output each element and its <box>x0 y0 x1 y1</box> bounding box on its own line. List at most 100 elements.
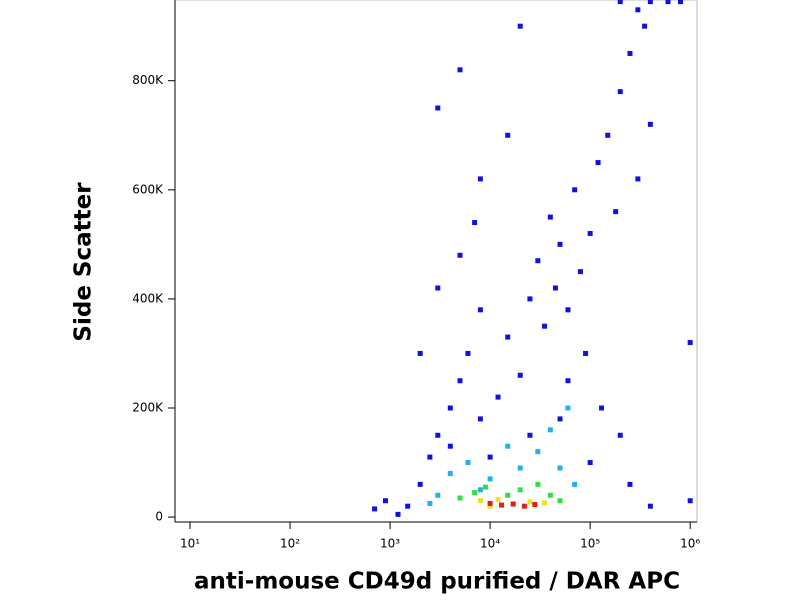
data-point <box>487 503 493 509</box>
data-point <box>547 492 553 498</box>
data-point <box>635 7 641 13</box>
data-point <box>547 427 553 433</box>
data-point <box>477 498 483 504</box>
data-point <box>572 481 578 487</box>
data-point <box>617 432 623 438</box>
x-tick-label: 10⁵ <box>580 537 600 551</box>
data-point <box>557 498 563 504</box>
x-axis-title: anti-mouse CD49d purified / DAR APC <box>194 569 680 595</box>
data-point <box>457 252 463 258</box>
data-point <box>535 449 541 455</box>
data-point <box>457 378 463 384</box>
data-point <box>505 443 511 449</box>
data-point <box>547 214 553 220</box>
data-point <box>617 89 623 95</box>
data-point <box>665 0 671 5</box>
data-point <box>435 432 441 438</box>
y-tick-label: 400K <box>132 291 164 305</box>
data-point <box>465 350 471 356</box>
data-point <box>527 296 533 302</box>
data-point <box>427 454 433 460</box>
data-point <box>435 285 441 291</box>
data-point <box>552 285 558 291</box>
data-point <box>517 465 523 471</box>
data-point <box>535 481 541 487</box>
data-point <box>495 394 501 400</box>
data-point <box>557 416 563 422</box>
data-point <box>565 307 571 313</box>
data-point <box>647 0 653 5</box>
data-point <box>472 220 478 226</box>
data-point <box>687 340 693 346</box>
x-tick-label: 10² <box>280 537 300 551</box>
y-tick-label: 800K <box>132 73 164 87</box>
data-point <box>372 506 378 512</box>
y-tick-label: 600K <box>132 182 164 196</box>
data-point <box>577 269 583 275</box>
data-point <box>617 0 623 5</box>
data-point <box>457 67 463 73</box>
data-point <box>642 23 648 29</box>
data-point <box>687 498 693 504</box>
data-point <box>557 465 563 471</box>
data-point <box>542 323 548 329</box>
data-point <box>510 501 516 507</box>
data-point <box>477 307 483 313</box>
data-point <box>499 502 505 508</box>
data-point <box>599 405 605 411</box>
data-point <box>487 454 493 460</box>
data-point <box>587 460 593 466</box>
data-point <box>613 209 619 215</box>
data-point <box>505 334 511 340</box>
data-point <box>487 476 493 482</box>
data-point <box>477 176 483 182</box>
x-tick-label: 10¹ <box>180 537 200 551</box>
data-point <box>395 511 401 517</box>
data-point <box>487 500 493 506</box>
data-point <box>505 492 511 498</box>
data-point <box>595 160 601 166</box>
data-point <box>472 490 478 496</box>
data-point <box>427 500 433 506</box>
data-point <box>677 0 683 5</box>
data-point <box>532 502 538 508</box>
data-point <box>495 497 501 503</box>
data-point <box>435 492 441 498</box>
data-point <box>647 503 653 509</box>
data-point <box>465 460 471 466</box>
data-point <box>477 416 483 422</box>
data-point <box>542 500 548 506</box>
data-point <box>627 50 633 56</box>
data-point <box>417 481 423 487</box>
data-point <box>583 350 589 356</box>
data-point <box>517 372 523 378</box>
data-point <box>447 443 453 449</box>
data-point <box>527 499 533 505</box>
x-tick-label: 10⁴ <box>480 537 500 551</box>
data-point <box>565 378 571 384</box>
data-point <box>605 132 611 138</box>
data-point <box>382 498 388 504</box>
data-point <box>527 432 533 438</box>
data-point <box>635 176 641 182</box>
plot-frame <box>174 0 698 523</box>
data-point <box>447 470 453 476</box>
data-point <box>483 484 489 490</box>
data-point <box>517 23 523 29</box>
data-point <box>572 187 578 193</box>
y-tick-label: 0 <box>155 510 163 524</box>
data-point <box>647 121 653 127</box>
y-tick-label: 200K <box>132 401 164 415</box>
x-tick-label: 10⁶ <box>680 537 700 551</box>
x-tick-label: 10³ <box>380 537 400 551</box>
y-axis-title: Side Scatter <box>71 182 97 342</box>
data-point <box>521 503 527 509</box>
data-point <box>587 230 593 236</box>
data-point <box>447 405 453 411</box>
data-point <box>417 350 423 356</box>
data-point <box>557 241 563 247</box>
data-point <box>627 481 633 487</box>
data-point <box>477 487 483 493</box>
data-point <box>535 258 541 264</box>
